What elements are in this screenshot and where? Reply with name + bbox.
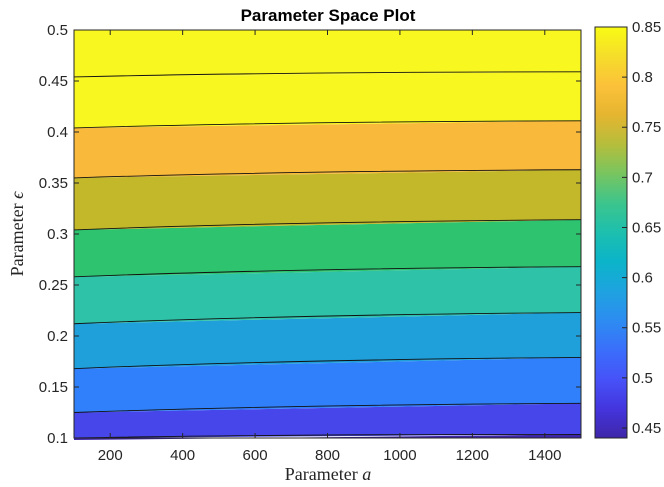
contour-band xyxy=(74,357,581,413)
y-tick-label: 0.3 xyxy=(47,226,68,243)
contour-line xyxy=(73,219,582,231)
x-axis-label-text: Parameter xyxy=(285,464,358,484)
contour-lines xyxy=(73,71,582,439)
y-tick-label: 0.5 xyxy=(47,22,68,39)
contour-line xyxy=(73,71,582,78)
colorbar-tick-label: 0.55 xyxy=(632,320,661,337)
y-tick-label: 0.1 xyxy=(47,430,68,447)
colorbar-tick-label: 0.45 xyxy=(632,420,661,437)
contour-band xyxy=(74,71,581,128)
contour-band xyxy=(74,30,581,77)
x-axis-label-symbol: a xyxy=(362,464,371,484)
x-tick-label: 1000 xyxy=(383,447,416,464)
colorbar-tick-label: 0.65 xyxy=(632,219,661,236)
colorbar-tick-label: 0.85 xyxy=(632,19,661,36)
plot-area xyxy=(74,30,581,441)
colorbar: 0.45 0.5 0.55 0.6 0.65 0.7 0.75 0.8 0.85 xyxy=(594,19,661,439)
contour-line xyxy=(73,169,582,179)
contour-band xyxy=(74,266,581,324)
contour-line xyxy=(73,120,582,129)
x-tick-label: 1400 xyxy=(528,447,561,464)
colorbar-tick-label: 0.7 xyxy=(632,169,653,186)
y-axis: 0.1 0.15 0.2 0.25 0.3 0.35 0.4 0.45 0.5 xyxy=(39,22,581,447)
contour-line xyxy=(73,356,582,370)
contour-line xyxy=(73,433,582,439)
y-tick-label: 0.2 xyxy=(47,328,68,345)
y-tick-label: 0.15 xyxy=(39,379,68,396)
x-tick-label: 200 xyxy=(98,447,123,464)
y-tick-label: 0.45 xyxy=(39,73,68,90)
contour-line xyxy=(73,402,582,413)
contour-line xyxy=(73,266,582,278)
chart-title: Parameter Space Plot xyxy=(241,6,416,25)
x-axis: 200 400 600 800 1000 1200 1400 xyxy=(98,30,561,464)
x-tick-label: 800 xyxy=(315,447,340,464)
y-tick-label: 0.35 xyxy=(39,175,68,192)
contour-band xyxy=(74,434,581,441)
y-tick-label: 0.4 xyxy=(47,124,68,141)
y-axis-label: Parameter ϵ xyxy=(7,191,27,276)
y-tick-label: 0.25 xyxy=(39,277,68,294)
contour-band xyxy=(74,312,581,369)
contour-line xyxy=(73,312,582,325)
contour-band xyxy=(74,403,581,438)
contour-band xyxy=(74,120,581,178)
colorbar-tick-label: 0.8 xyxy=(632,69,653,86)
colorbar-tick-label: 0.5 xyxy=(632,370,653,387)
contour-band xyxy=(74,169,581,230)
colorbar-gradient xyxy=(594,26,628,439)
x-tick-label: 400 xyxy=(170,447,195,464)
colorbar-tick-label: 0.75 xyxy=(632,119,661,136)
colorbar-tick-label: 0.6 xyxy=(632,270,653,287)
contour-band xyxy=(74,219,581,277)
y-axis-label-text: Parameter xyxy=(7,203,27,276)
x-tick-label: 1200 xyxy=(456,447,489,464)
y-axis-label-symbol: ϵ xyxy=(7,191,27,199)
x-tick-label: 600 xyxy=(243,447,268,464)
x-axis-label: Parameter a xyxy=(285,464,371,484)
